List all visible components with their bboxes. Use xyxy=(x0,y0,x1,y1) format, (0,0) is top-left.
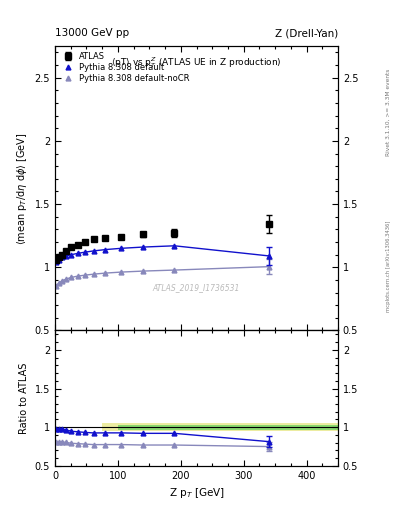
Pythia 8.308 default-noCR xyxy=(83,272,88,278)
Line: Pythia 8.308 default: Pythia 8.308 default xyxy=(54,243,271,265)
Pythia 8.308 default xyxy=(266,253,271,259)
Text: Rivet 3.1.10, >= 3.3M events: Rivet 3.1.10, >= 3.3M events xyxy=(386,69,391,156)
Y-axis label: $\langle$mean p$_T$/d$\eta$ d$\phi$$\rangle$ [GeV]: $\langle$mean p$_T$/d$\eta$ d$\phi$$\ran… xyxy=(15,132,29,245)
Legend: ATLAS, Pythia 8.308 default, Pythia 8.308 default-noCR: ATLAS, Pythia 8.308 default, Pythia 8.30… xyxy=(59,50,191,85)
Pythia 8.308 default-noCR xyxy=(119,269,123,275)
Pythia 8.308 default xyxy=(69,251,74,258)
Line: Pythia 8.308 default-noCR: Pythia 8.308 default-noCR xyxy=(54,264,271,288)
Pythia 8.308 default xyxy=(57,257,61,263)
Pythia 8.308 default-noCR xyxy=(54,283,59,289)
Pythia 8.308 default xyxy=(75,250,80,257)
Pythia 8.308 default xyxy=(83,249,88,255)
Pythia 8.308 default xyxy=(54,259,59,265)
Pythia 8.308 default xyxy=(172,243,177,249)
Text: 13000 GeV pp: 13000 GeV pp xyxy=(55,28,129,38)
Pythia 8.308 default xyxy=(92,248,96,254)
Pythia 8.308 default xyxy=(60,254,64,260)
Pythia 8.308 default-noCR xyxy=(64,276,69,282)
Text: Z (Drell-Yan): Z (Drell-Yan) xyxy=(275,28,338,38)
Bar xyxy=(118,425,338,430)
Text: ATLAS_2019_I1736531: ATLAS_2019_I1736531 xyxy=(153,283,240,292)
Pythia 8.308 default-noCR xyxy=(92,271,96,277)
Pythia 8.308 default xyxy=(141,244,145,250)
Pythia 8.308 default xyxy=(103,246,108,252)
Pythia 8.308 default-noCR xyxy=(57,280,61,286)
Pythia 8.308 default xyxy=(119,245,123,251)
Y-axis label: Ratio to ATLAS: Ratio to ATLAS xyxy=(19,362,29,434)
Pythia 8.308 default-noCR xyxy=(60,278,64,284)
X-axis label: Z p$_T$ [GeV]: Z p$_T$ [GeV] xyxy=(169,486,224,500)
Bar xyxy=(102,423,338,431)
Pythia 8.308 default-noCR xyxy=(172,267,177,273)
Text: mcplots.cern.ch [arXiv:1306.3436]: mcplots.cern.ch [arXiv:1306.3436] xyxy=(386,221,391,312)
Pythia 8.308 default-noCR xyxy=(141,268,145,274)
Pythia 8.308 default-noCR xyxy=(75,273,80,279)
Pythia 8.308 default-noCR xyxy=(103,270,108,276)
Pythia 8.308 default-noCR xyxy=(266,264,271,270)
Pythia 8.308 default xyxy=(64,253,69,259)
Text: $\langle$pT$\rangle$ vs p$_T^Z$ (ATLAS UE in Z production): $\langle$pT$\rangle$ vs p$_T^Z$ (ATLAS U… xyxy=(111,55,282,70)
Pythia 8.308 default-noCR xyxy=(69,274,74,281)
